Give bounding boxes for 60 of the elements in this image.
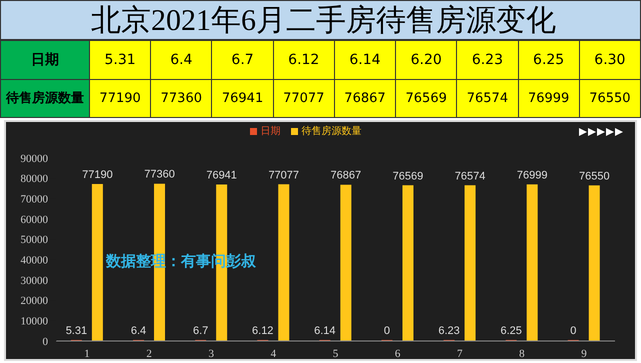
data-label: 6.25 bbox=[500, 325, 522, 337]
data-label: 77190 bbox=[90, 79, 151, 118]
data-label: 0 bbox=[384, 325, 390, 337]
y-tick-label: 10000 bbox=[20, 316, 48, 328]
data-label: 76550 bbox=[579, 79, 640, 118]
category-label: 6.30 bbox=[579, 40, 640, 79]
x-tick-label: 5 bbox=[332, 348, 339, 360]
category-label: 6.25 bbox=[518, 40, 580, 79]
data-label: 76569 bbox=[396, 79, 457, 118]
category-label: 6.20 bbox=[396, 40, 457, 79]
x-tick-label: 2 bbox=[146, 348, 152, 360]
x-tick-label: 8 bbox=[519, 348, 526, 360]
category-label: 5.31 bbox=[90, 40, 151, 79]
data-label: 76867 bbox=[330, 170, 362, 182]
data-label: 76999 bbox=[518, 79, 580, 118]
y-tick-label: 40000 bbox=[20, 254, 48, 267]
category-label: 6.12 bbox=[273, 40, 334, 79]
category-label: 6.23 bbox=[456, 40, 518, 79]
y-tick-label: 20000 bbox=[20, 295, 48, 308]
data-label: 76550 bbox=[579, 170, 610, 182]
data-label: 77077 bbox=[268, 169, 300, 182]
series-label: 待售房源数量 bbox=[0, 79, 90, 118]
data-label: 76941 bbox=[212, 79, 274, 118]
x-tick-label: 4 bbox=[270, 348, 277, 360]
data-label: 6.4 bbox=[130, 325, 146, 337]
y-tick-label: 0 bbox=[42, 336, 48, 348]
y-tick-label: 50000 bbox=[20, 234, 48, 246]
data-label: 77360 bbox=[144, 168, 175, 181]
data-label: 76574 bbox=[456, 79, 518, 118]
text: 北京2021年6月二手房待售房源变化 bbox=[0, 0, 641, 40]
legend-label: 待售房源数量 bbox=[302, 126, 362, 137]
y-tick-label: 90000 bbox=[20, 152, 48, 165]
category-label: 6.14 bbox=[334, 40, 396, 79]
x-tick-label: 6 bbox=[394, 348, 401, 360]
data-label: 76941 bbox=[206, 170, 237, 182]
y-tick-label: 80000 bbox=[20, 173, 48, 186]
y-tick-label: 30000 bbox=[20, 274, 48, 287]
data-label: 77190 bbox=[82, 169, 113, 182]
data-label: 6.23 bbox=[438, 325, 460, 337]
x-tick-label: 7 bbox=[456, 348, 463, 360]
data-label: 5.31 bbox=[66, 325, 88, 337]
y-tick-label: 70000 bbox=[20, 194, 48, 206]
x-tick-label: 3 bbox=[208, 348, 215, 360]
data-label: 76574 bbox=[454, 170, 486, 182]
data-label: 6.7 bbox=[192, 325, 208, 337]
y-tick-label: 60000 bbox=[20, 214, 48, 226]
data-label: 76999 bbox=[516, 169, 548, 182]
data-label: 6.12 bbox=[252, 325, 274, 337]
legend-label: 日期 bbox=[260, 126, 280, 137]
data-label: 76569 bbox=[392, 170, 424, 182]
x-tick-label: 1 bbox=[84, 348, 90, 360]
data-label: 77360 bbox=[150, 79, 212, 118]
category-label: 6.7 bbox=[212, 40, 274, 79]
data-label: 77077 bbox=[273, 79, 334, 118]
data-label: 76867 bbox=[334, 79, 396, 118]
data-label: 0 bbox=[570, 325, 576, 337]
data-label: 6.14 bbox=[314, 325, 336, 337]
text: 日期 bbox=[0, 40, 90, 79]
category-label: 6.4 bbox=[150, 40, 212, 79]
x-tick-label: 9 bbox=[581, 348, 588, 360]
